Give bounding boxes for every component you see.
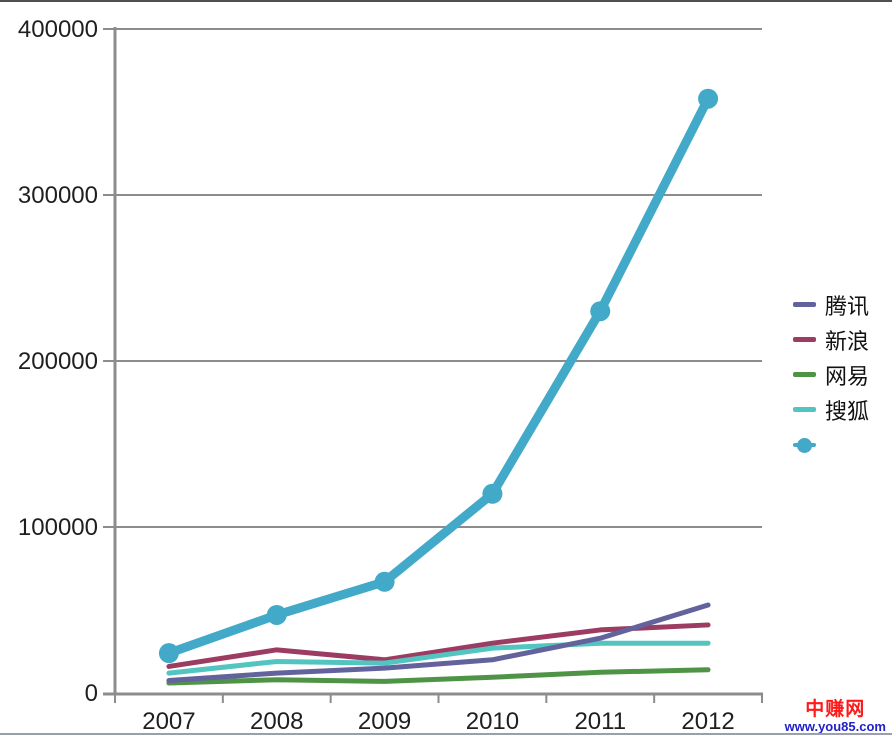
top-window-edge — [0, 0, 892, 2]
legend-swatch-netease — [793, 372, 816, 377]
legend-label-sohu: 搜狐 — [825, 398, 870, 424]
chart-legend: 腾讯 新浪 网易 搜狐 — [793, 287, 869, 462]
data-point-marker — [698, 88, 719, 109]
x-axis-tick-label: 2007 — [142, 708, 195, 735]
data-point-marker — [374, 571, 395, 592]
y-axis-tick-label: 400000 — [18, 16, 98, 43]
legend-swatch-sina — [793, 337, 816, 342]
watermark-site-url: www.you85.com — [784, 719, 886, 735]
y-axis-tick-label: 300000 — [18, 182, 98, 209]
bottom-window-edge — [0, 733, 892, 735]
legend-item-sohu: 搜狐 — [793, 392, 869, 427]
x-axis-tick-label: 2010 — [466, 708, 519, 735]
legend-swatch-sohu — [793, 407, 816, 412]
legend-item-tencent: 腾讯 — [793, 287, 869, 322]
watermark: 中赚网 www.you85.com — [785, 700, 886, 734]
legend-item-unnamed-series — [793, 427, 869, 462]
teal-dot-icon — [797, 437, 812, 453]
series-line — [166, 622, 711, 669]
legend-label-netease: 网易 — [825, 363, 870, 389]
series-line — [166, 640, 711, 676]
x-axis-tick-label: 2011 — [574, 708, 626, 735]
x-axis-tick-label: 2012 — [681, 708, 734, 735]
series-line — [166, 602, 711, 684]
y-axis-tick-label: 200000 — [18, 348, 98, 375]
series-line — [166, 667, 711, 686]
legend-item-netease: 网易 — [793, 357, 869, 392]
data-point-marker — [590, 301, 611, 322]
watermark-site-name: 中赚网 — [805, 699, 866, 721]
x-axis-tick-label: 2009 — [358, 708, 411, 735]
legend-marker-icon — [793, 436, 816, 454]
data-point-marker — [266, 604, 287, 625]
data-point-marker — [482, 483, 503, 504]
legend-item-sina: 新浪 — [793, 322, 869, 357]
y-axis-tick-label: 0 — [85, 680, 98, 707]
x-axis-tick-label: 2008 — [250, 708, 303, 735]
legend-label-tencent: 腾讯 — [825, 293, 870, 319]
y-axis-tick-label: 100000 — [18, 514, 98, 541]
series-line — [164, 94, 713, 658]
legend-swatch-tencent — [793, 302, 816, 307]
data-point-marker — [158, 643, 179, 664]
legend-label-sina: 新浪 — [825, 328, 870, 354]
